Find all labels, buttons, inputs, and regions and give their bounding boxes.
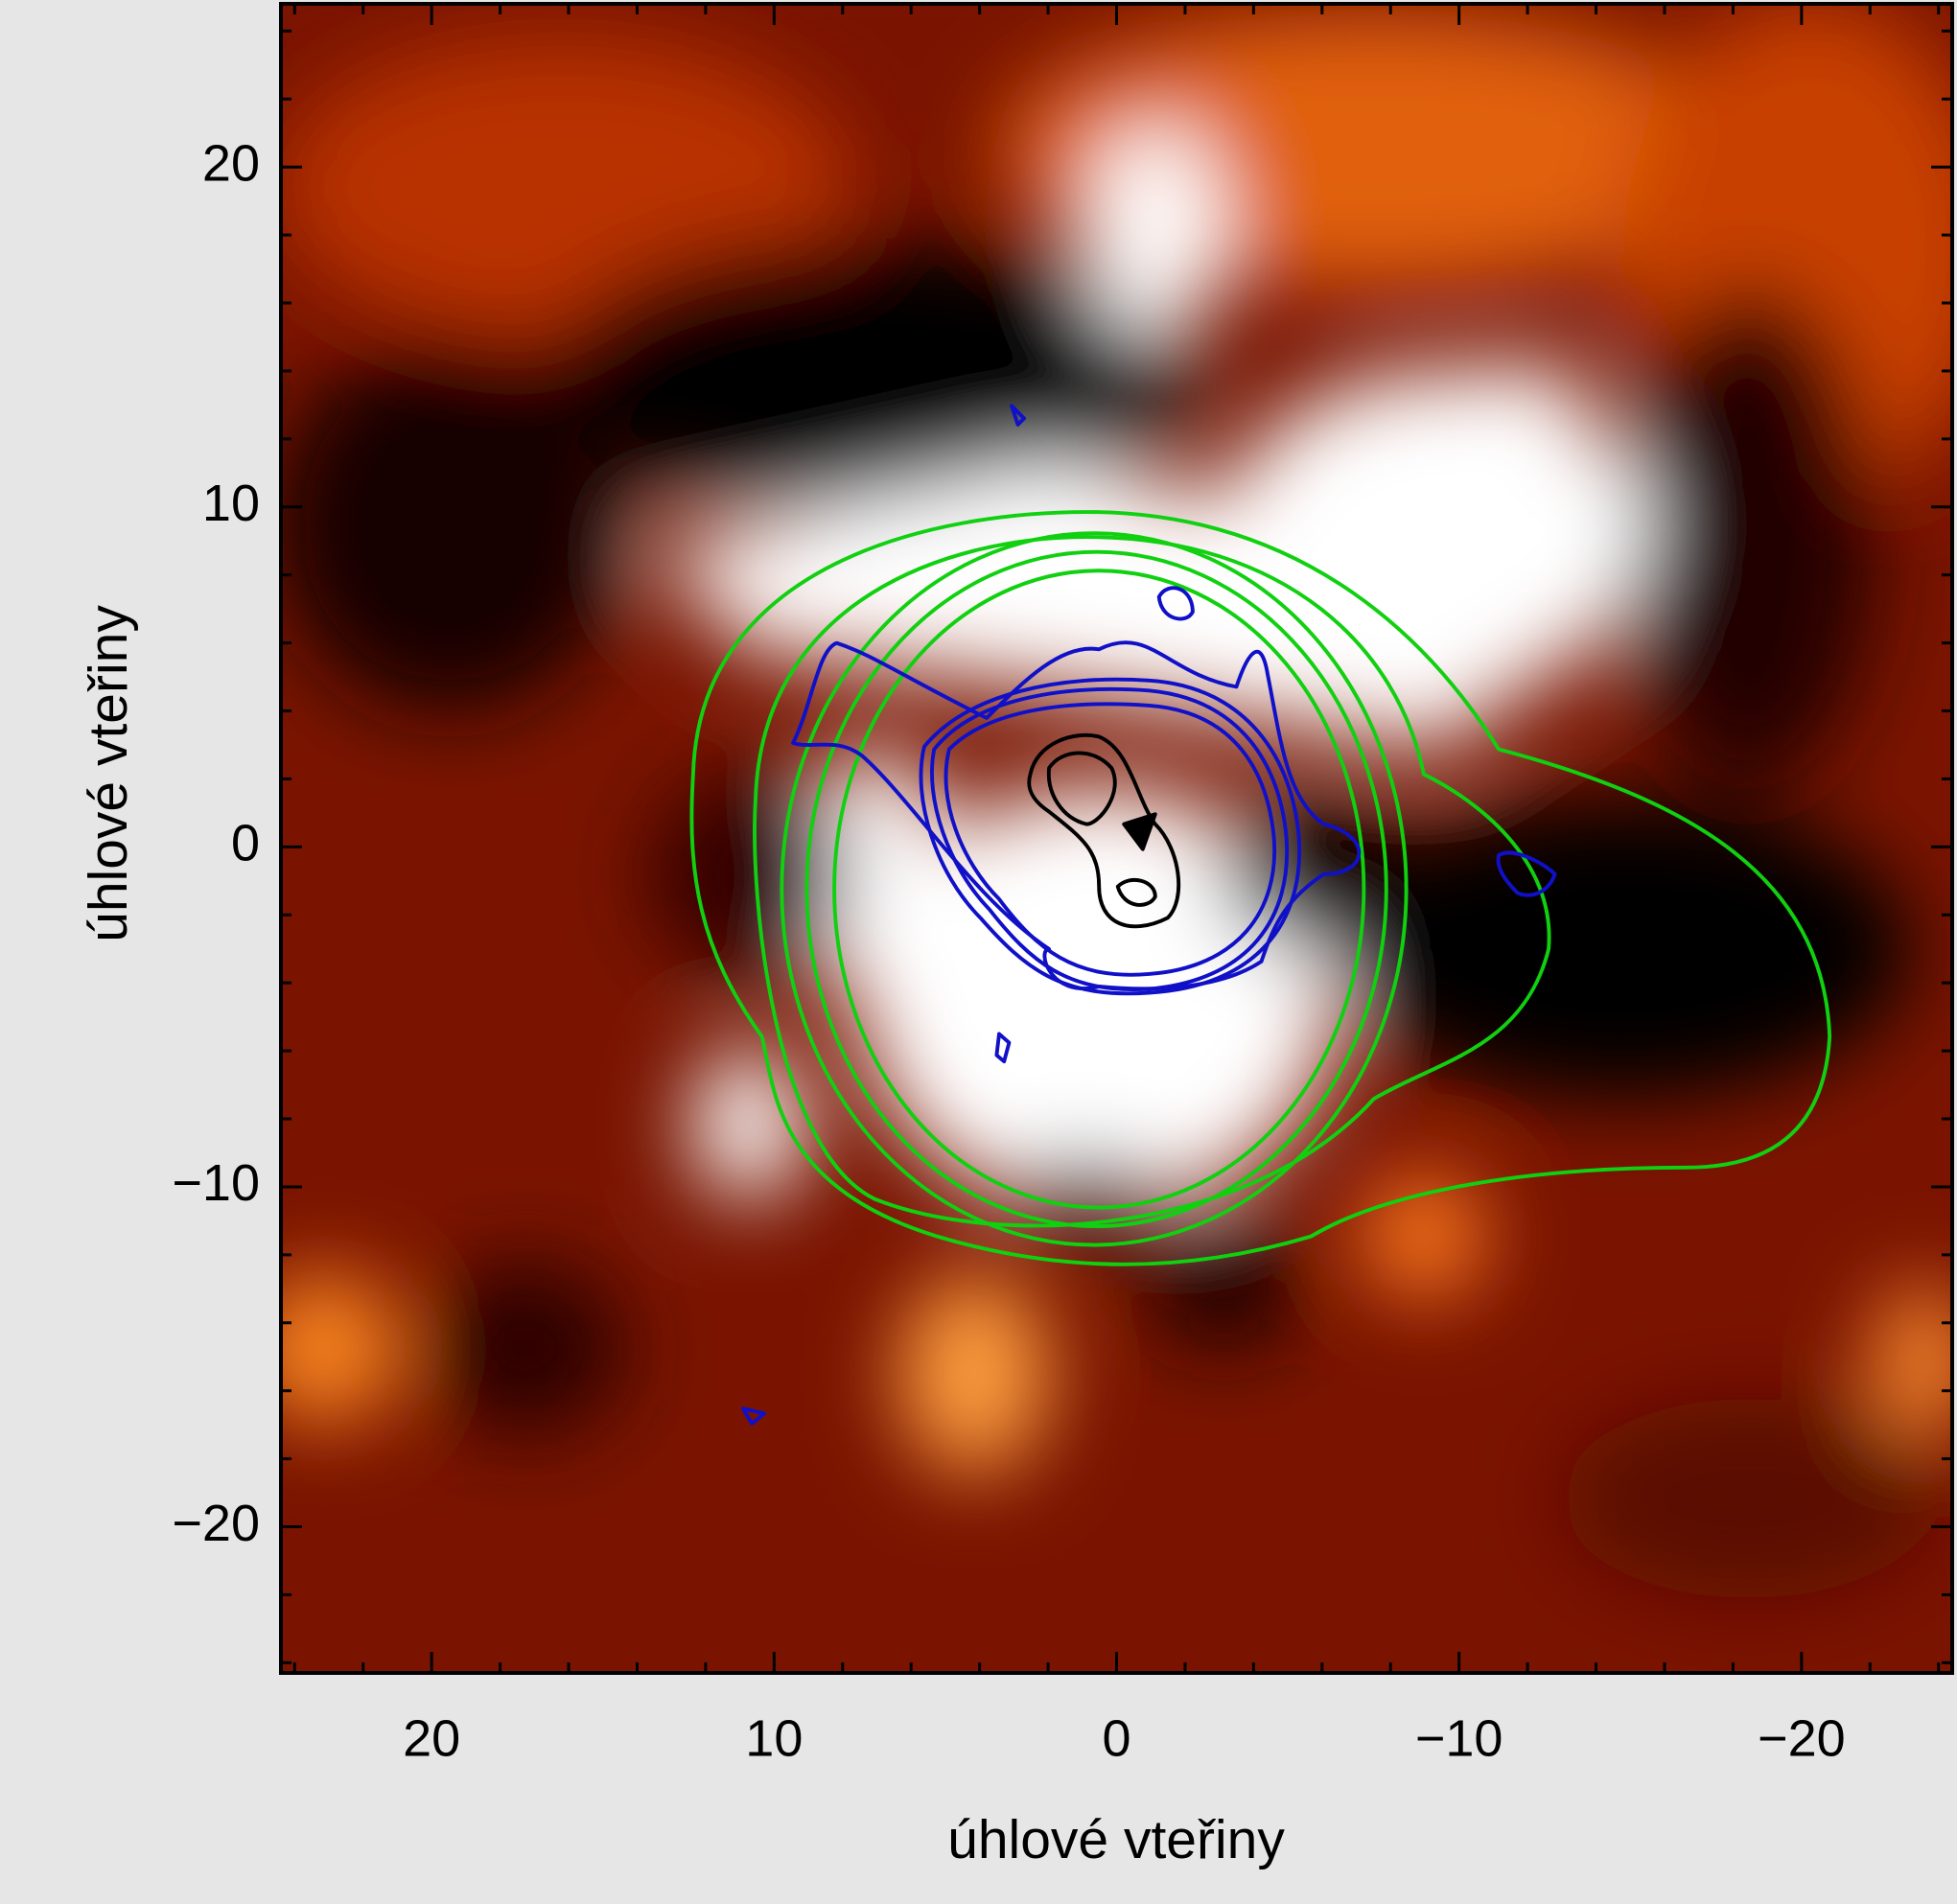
y-tick-label: 0 — [231, 815, 260, 872]
x-tick-label: −10 — [1415, 1709, 1503, 1767]
x-tick-label: 20 — [403, 1709, 460, 1767]
image — [281, 4, 1952, 1673]
y-tick-label: 20 — [202, 134, 260, 192]
x-tick-label: 0 — [1102, 1709, 1130, 1767]
y-tick-label: −20 — [172, 1495, 260, 1552]
x-tick-label: −20 — [1758, 1709, 1846, 1767]
x-axis-label: úhlové vteřiny — [947, 1809, 1285, 1870]
y-axis-label: úhlové vteřiny — [78, 605, 139, 942]
y-tick-label: −10 — [172, 1154, 260, 1212]
y-tick-label: 10 — [202, 475, 260, 532]
x-tick-label: 10 — [745, 1709, 803, 1767]
